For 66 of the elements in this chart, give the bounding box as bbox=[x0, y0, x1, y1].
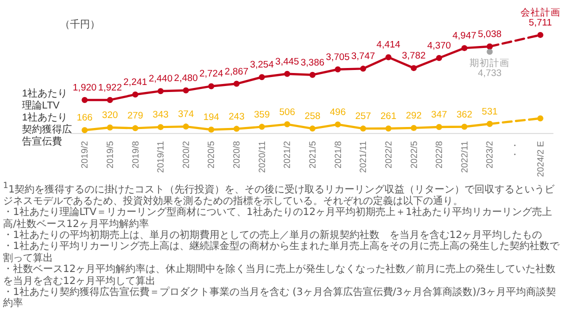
x-tick-label: 2021/8 bbox=[332, 140, 343, 168]
data-label: 4,414 bbox=[376, 40, 400, 51]
text: ・1社あたり平均リカーリング売上高は、継続課金型の商材から生まれた単月売上高をその月に売上高の発生した契約社数で割って算出 bbox=[3, 241, 560, 264]
data-label: 3,445 bbox=[275, 56, 300, 68]
data-label: 258 bbox=[304, 111, 320, 122]
x-tick-label: ・・ bbox=[510, 140, 520, 159]
text: （千円） bbox=[60, 18, 100, 30]
x-tick-label: 2021/2 bbox=[282, 140, 292, 168]
text: 会社計画 bbox=[520, 6, 560, 18]
text: $^{1}$1契約を獲得するのに掛けたコスト（先行投資）を、その後に受け取るリカーリング収益（リターン）で回収するというビジネスモデルであるため、投資対効果を測るための指標を示している。それぞれの定義は以下の通り。 bbox=[3, 180, 556, 207]
data-label: 3,705 bbox=[326, 52, 350, 63]
data-label: 261 bbox=[380, 110, 396, 122]
x-tick-label: 2020/5 bbox=[206, 140, 216, 168]
data-label: 496 bbox=[330, 106, 346, 118]
data-label: 3,386 bbox=[300, 57, 324, 68]
data-label: 243 bbox=[228, 111, 244, 122]
x-tick-label: 2022/8 bbox=[434, 140, 444, 168]
text: ・1社あたり契約獲得広告宣伝費＝プロダクト事業の当月を含む (3ヶ月合算広告宣伝費/3ヶ月合算商談数)/3ヶ月平均商談契約率 bbox=[3, 286, 558, 310]
data-label: 1,922 bbox=[98, 82, 122, 94]
x-tick-label: 2019/11 bbox=[156, 140, 166, 173]
data-label: 2,867 bbox=[224, 66, 248, 78]
data-label: 5,711 bbox=[528, 17, 552, 28]
x-tick-label: 2019/8 bbox=[130, 140, 140, 168]
data-label: 194 bbox=[203, 112, 220, 124]
data-label: 362 bbox=[456, 109, 472, 120]
data-label: 320 bbox=[102, 110, 118, 121]
x-tick-label: 2021/11 bbox=[358, 140, 368, 173]
data-label: 359 bbox=[254, 109, 270, 120]
data-label: 374 bbox=[178, 109, 194, 120]
data-label: 3,782 bbox=[402, 50, 426, 62]
data-label: 506 bbox=[279, 106, 296, 118]
series-label: 1社あたり契約獲得広告宣伝費 bbox=[22, 112, 72, 148]
data-label: 2,440 bbox=[148, 74, 172, 85]
data-label: 347 bbox=[431, 110, 448, 121]
data-label: 279 bbox=[127, 110, 144, 122]
data-label: 4,733 bbox=[478, 68, 502, 80]
x-tick-label: 2021/5 bbox=[308, 140, 318, 168]
data-label: 3,747 bbox=[351, 51, 376, 62]
series-label: 期初計画 bbox=[470, 57, 510, 70]
text: ・社数ベース12ヶ月平均解約率は、休止期間中を除く当月に売上が発生しなくなった社数／前月に売上の発生していた社数を当月を含む12ヶ月平均して算出 bbox=[3, 264, 557, 287]
x-tick-label: 2020/8 bbox=[232, 140, 242, 168]
x-tick-label: 2019/2 bbox=[80, 140, 90, 168]
data-label: 4,370 bbox=[427, 40, 451, 52]
data-label: 1,920 bbox=[72, 82, 97, 94]
data-label: 2,241 bbox=[123, 77, 148, 88]
x-tick-label: 2022/11 bbox=[459, 140, 470, 173]
x-tick-label: 2020/2 bbox=[180, 140, 191, 168]
data-label: 257 bbox=[355, 111, 372, 122]
data-label: 166 bbox=[76, 112, 93, 124]
data-label: 2,480 bbox=[174, 72, 198, 84]
x-tick-label: 2023/2 bbox=[484, 140, 495, 168]
data-label: 4,947 bbox=[452, 30, 476, 42]
data-label: 2,724 bbox=[199, 68, 224, 80]
text: ・1社あたりの平均初期売上は、単月の初期費用としての売上／単月の新規契約社数 を当月を含む12ヶ月平均したもの bbox=[3, 230, 544, 241]
x-tick-label: 2020/11 bbox=[256, 140, 267, 173]
data-label: 5,038 bbox=[478, 29, 502, 40]
x-tick-label: 2019/5 bbox=[104, 140, 115, 168]
data-label: 531 bbox=[482, 106, 498, 118]
x-tick-label: 2024/2 E bbox=[535, 140, 546, 177]
x-tick-label: 2022/2 bbox=[383, 140, 394, 168]
data-label: 3,254 bbox=[250, 60, 274, 71]
x-tick-label: 2022/5 bbox=[408, 140, 419, 168]
series-label: 1社あたり理論LTV bbox=[22, 88, 68, 112]
data-label: 343 bbox=[152, 110, 169, 121]
text: ・1社あたり理論LTV＝リカーリング型商材について、1社あたりの12ヶ月平均初期売上＋1社あたり平均リカーリング売上高/社数ベース12ヶ月平均解約率 bbox=[3, 207, 553, 230]
data-label: 292 bbox=[406, 110, 422, 122]
